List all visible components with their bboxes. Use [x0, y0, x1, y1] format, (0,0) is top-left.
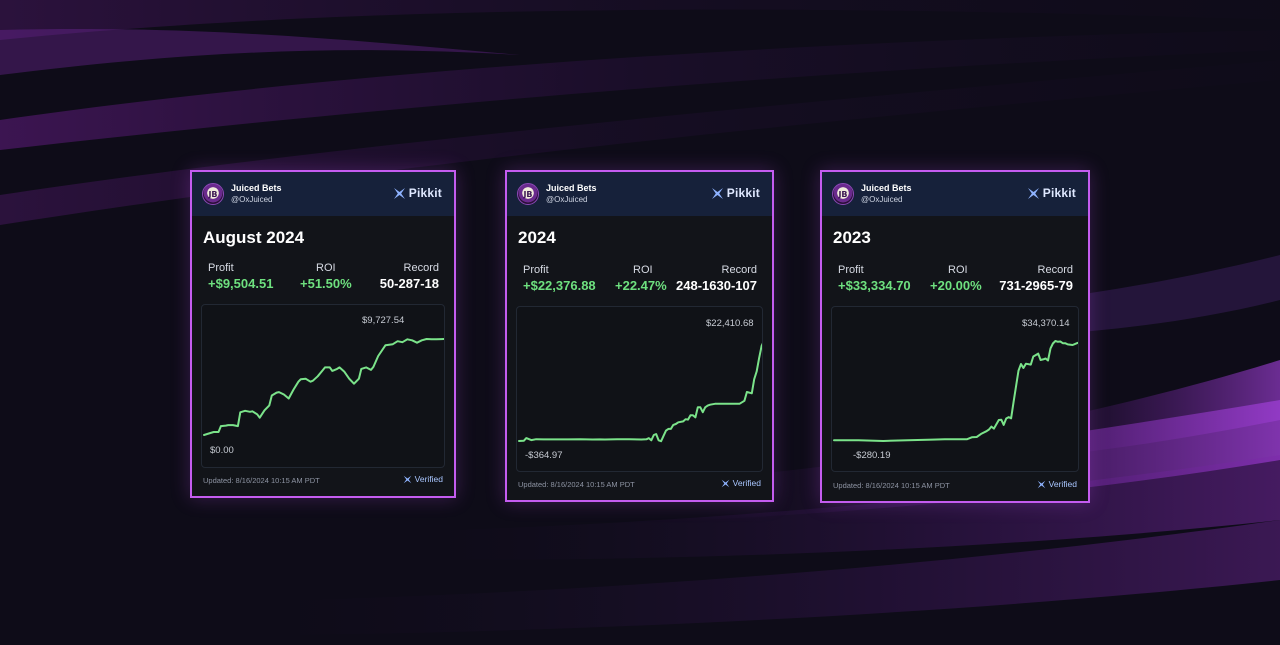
verified-badge: Verified — [403, 474, 443, 484]
chart-min-label: -$364.97 — [525, 450, 563, 461]
profit-value: +$9,504.51 — [208, 276, 274, 291]
chart-max-label: $9,727.54 — [362, 315, 405, 326]
roi-label: ROI — [948, 264, 968, 276]
account-handle: @OxJuiced — [861, 195, 903, 204]
pikkit-logo: Pikkit — [393, 186, 442, 200]
stats-row: Profit +$9,504.51 ROI +51.50% Record 50-… — [206, 262, 441, 292]
profit-label: Profit — [838, 264, 864, 276]
stats-card-august-2024[interactable]: JB Juiced Bets @OxJuiced Pikkit August 2… — [190, 170, 456, 498]
stats-card-2024[interactable]: JB Juiced Bets @OxJuiced Pikkit 2024 Pro… — [505, 170, 774, 502]
profit-line — [518, 342, 762, 443]
roi-label: ROI — [633, 264, 653, 276]
verified-badge: Verified — [1037, 479, 1077, 489]
pikkit-logo: Pikkit — [1027, 186, 1076, 200]
record-label: Record — [1037, 264, 1073, 276]
roi-value: +51.50% — [300, 276, 352, 291]
avatar: JB — [517, 183, 539, 205]
verified-badge: Verified — [721, 478, 761, 488]
avatar: JB — [832, 183, 854, 205]
card-title: 2023 — [833, 228, 871, 247]
profit-label: Profit — [208, 262, 234, 274]
updated-timestamp: Updated: 8/16/2024 10:15 AM PDT — [518, 480, 635, 489]
card-title: August 2024 — [203, 228, 305, 247]
chart-min-label: -$280.19 — [853, 450, 891, 461]
account-handle: @OxJuiced — [231, 195, 273, 204]
account-name: Juiced Bets — [546, 183, 597, 193]
verified-icon — [1037, 480, 1045, 488]
record-value: 731-2965-79 — [999, 278, 1073, 293]
stats-card-2023[interactable]: JB Juiced Bets @OxJuiced Pikkit 2023 Pro… — [820, 170, 1090, 503]
profit-chart: $9,727.54 $0.00 — [201, 304, 445, 468]
chart-max-label: $22,410.68 — [706, 318, 754, 329]
profit-label: Profit — [523, 264, 549, 276]
chart-min-label: $0.00 — [210, 445, 234, 456]
roi-label: ROI — [316, 262, 336, 274]
record-value: 50-287-18 — [379, 276, 439, 291]
profit-chart: $22,410.68 -$364.97 — [516, 306, 763, 472]
stats-row: Profit +$22,376.88 ROI +22.47% Record 24… — [521, 264, 759, 294]
verified-label: Verified — [414, 474, 443, 484]
record-label: Record — [403, 262, 439, 274]
card-footer: Updated: 8/16/2024 10:15 AM PDT Verified — [518, 478, 761, 492]
account-name: Juiced Bets — [231, 183, 282, 193]
brand-label: Pikkit — [1042, 186, 1076, 200]
pikkit-icon — [711, 187, 723, 199]
record-label: Record — [721, 264, 757, 276]
chart-max-label: $34,370.14 — [1022, 318, 1070, 329]
verified-label: Verified — [732, 478, 761, 488]
card-title: 2024 — [518, 228, 556, 247]
card-footer: Updated: 8/16/2024 10:15 AM PDT Verified — [833, 479, 1077, 493]
pikkit-icon — [393, 187, 405, 199]
updated-timestamp: Updated: 8/16/2024 10:15 AM PDT — [833, 481, 950, 490]
stats-row: Profit +$33,334.70 ROI +20.00% Record 73… — [836, 264, 1075, 294]
card-header: JB Juiced Bets @OxJuiced Pikkit — [192, 172, 454, 216]
account-name: Juiced Bets — [861, 183, 912, 193]
card-header: JB Juiced Bets @OxJuiced Pikkit — [822, 172, 1088, 216]
account-handle: @OxJuiced — [546, 195, 588, 204]
profit-line — [833, 340, 1078, 442]
roi-value: +20.00% — [930, 278, 982, 293]
record-value: 248-1630-107 — [676, 278, 757, 293]
verified-icon — [721, 479, 729, 487]
card-footer: Updated: 8/16/2024 10:15 AM PDT Verified — [203, 474, 443, 488]
profit-value: +$22,376.88 — [523, 278, 596, 293]
brand-label: Pikkit — [726, 186, 760, 200]
profit-value: +$33,334.70 — [838, 278, 911, 293]
verified-icon — [403, 475, 411, 483]
verified-label: Verified — [1048, 479, 1077, 489]
profit-chart: $34,370.14 -$280.19 — [831, 306, 1079, 472]
card-header: JB Juiced Bets @OxJuiced Pikkit — [507, 172, 772, 216]
profit-line — [203, 338, 444, 436]
roi-value: +22.47% — [615, 278, 667, 293]
pikkit-icon — [1027, 187, 1039, 199]
avatar: JB — [202, 183, 224, 205]
brand-label: Pikkit — [408, 186, 442, 200]
pikkit-logo: Pikkit — [711, 186, 760, 200]
updated-timestamp: Updated: 8/16/2024 10:15 AM PDT — [203, 476, 320, 485]
